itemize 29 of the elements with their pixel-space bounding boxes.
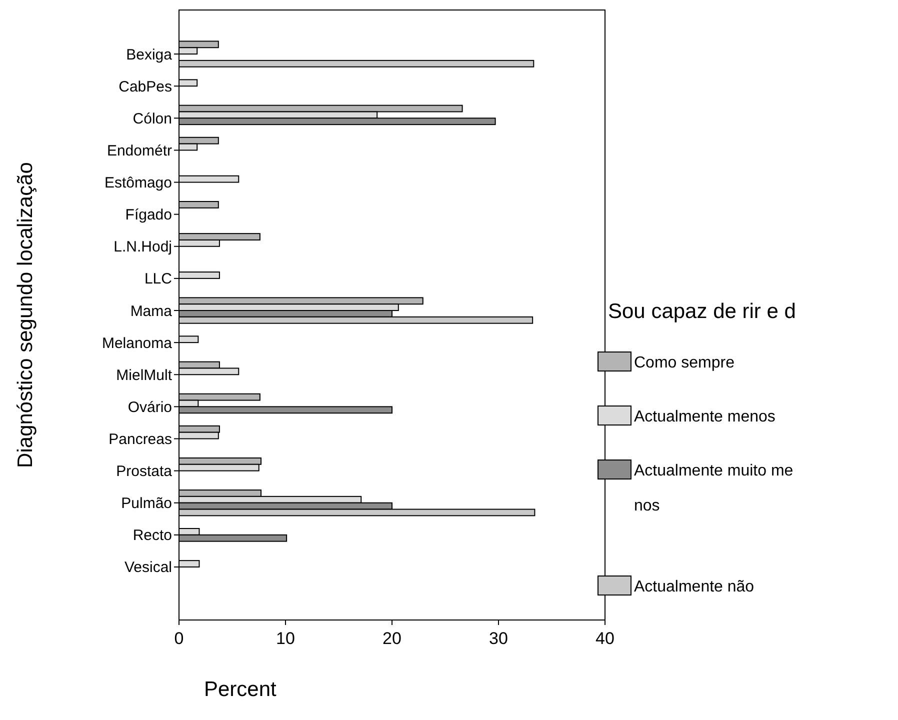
y-tick-label: MielMult [116, 366, 173, 384]
legend-label: Actualmente menos [634, 408, 776, 426]
legend-label: Actualmente muito menos [634, 462, 794, 515]
y-tick-label: L.N.Hodj [114, 238, 172, 256]
y-tick-label: Mama [130, 302, 173, 320]
legend-label: Como sempre [634, 354, 735, 372]
y-tick-label: Recto [132, 527, 172, 544]
legend-title: Sou capaz de rir e d [608, 300, 796, 323]
y-tick-label: LLC [144, 270, 172, 288]
y-tick-label: Bexiga [126, 46, 173, 64]
x-tick-label: 30 [489, 629, 508, 648]
y-tick-label: Pancreas [108, 430, 172, 448]
x-axis-title: Percent [204, 678, 277, 701]
y-tick-label: CabPes [118, 78, 172, 96]
y-tick-label: Fígado [125, 206, 172, 224]
x-tick-label: 0 [174, 629, 184, 648]
y-tick-label: Cólon [132, 110, 172, 128]
y-tick-label: Pulmão [121, 495, 172, 512]
legend-label: Actualmente não [634, 578, 754, 596]
x-tick-label: 40 [596, 629, 614, 648]
x-tick-label: 10 [276, 629, 295, 648]
x-tick-label: 20 [382, 629, 402, 648]
y-tick-label: Estômago [104, 174, 172, 192]
y-tick-label: Prostata [116, 463, 173, 480]
y-tick-label: Vesical [124, 559, 172, 576]
y-axis-title: Diagnóstico segundo localização [14, 162, 37, 468]
y-tick-label: Endométr [106, 142, 172, 160]
y-tick-label: Melanoma [102, 334, 173, 352]
y-tick-label: Ovário [128, 398, 172, 416]
